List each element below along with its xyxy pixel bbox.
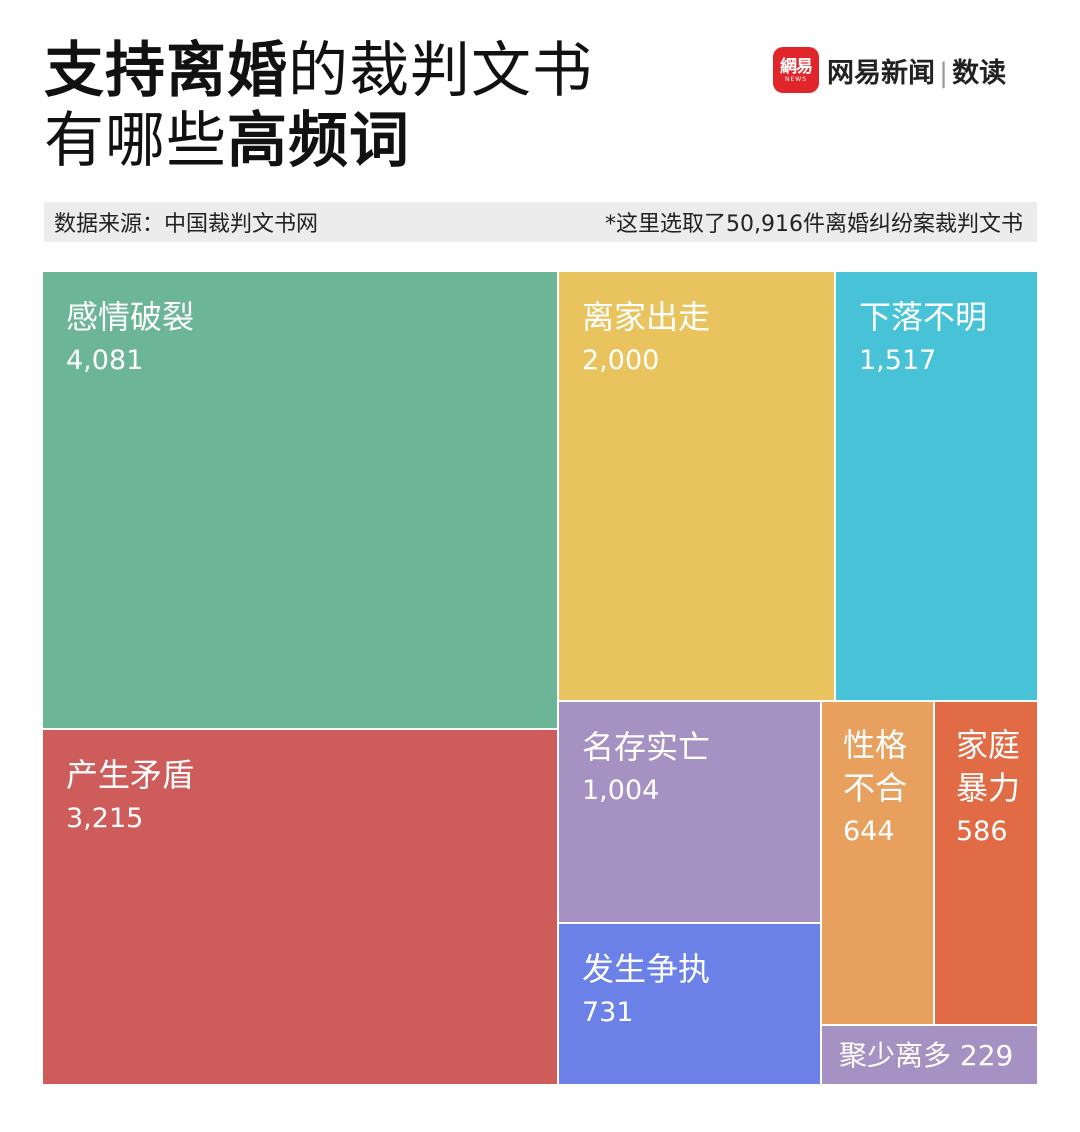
treemap-rect xyxy=(557,922,822,1086)
cell-label-text: 名存实亡 xyxy=(582,728,710,766)
treemap-cell: 发生争执 731 xyxy=(557,922,822,1086)
brand-logo: 網易 NEWS 网易新闻 | 数读 xyxy=(773,47,1006,93)
title-emphasis-1: 支持离婚 xyxy=(44,36,288,106)
cell-value-text: 731 xyxy=(582,997,634,1028)
logo-section: 数读 xyxy=(952,57,1007,89)
cell-value-text: 4,081 xyxy=(66,345,143,376)
source-bar: 数据来源：中国裁判文书网 *这里选取了50,916件离婚纠纷案裁判文书 xyxy=(44,202,1037,242)
treemap-rect xyxy=(820,700,935,1026)
title-plain-1: 的裁判文书 xyxy=(288,36,593,106)
treemap-rect xyxy=(557,700,822,924)
logo-brand: 网易新闻 xyxy=(827,57,935,89)
cell-label-text: 产生矛盾 xyxy=(66,756,194,794)
treemap-cell: 下落不明 1,517 xyxy=(834,270,1039,702)
logo-mark-text: 網易 xyxy=(780,56,813,77)
cell-value-text: 3,215 xyxy=(66,803,143,834)
logo-separator: | xyxy=(939,57,949,89)
title-line-1: 支持离婚的裁判文书 xyxy=(44,36,593,106)
cell-label-text: 离家出走 xyxy=(582,298,710,336)
cell-value-text: 2,000 xyxy=(582,345,659,376)
cell-label-text: 性格 xyxy=(843,726,907,764)
sample-note: *这里选取了50,916件离婚纠纷案裁判文书 xyxy=(605,212,1023,237)
treemap-cell: 名存实亡 1,004 xyxy=(557,700,822,924)
treemap-rect xyxy=(820,1024,1039,1086)
title-emphasis-2: 高频词 xyxy=(227,106,410,176)
chart-title: 支持离婚的裁判文书 有哪些高频词 xyxy=(44,36,593,176)
cell-label-text: 暴力 xyxy=(956,769,1020,807)
treemap-cell: 感情破裂 4,081 xyxy=(41,270,559,730)
logo-mark-sub: NEWS xyxy=(784,75,808,83)
treemap-rect xyxy=(557,270,836,702)
cell-value-text: 1,004 xyxy=(582,775,659,806)
treemap-cell: 产生矛盾 3,215 xyxy=(41,728,559,1086)
netease-logo-icon: 網易 NEWS xyxy=(773,47,819,93)
cell-value-text: 1,517 xyxy=(859,345,936,376)
treemap-rect xyxy=(41,270,559,730)
cell-label-text: 感情破裂 xyxy=(66,298,194,336)
cell-label-text: 聚少离多 229 xyxy=(839,1039,1013,1072)
logo-text: 网易新闻 | 数读 xyxy=(827,51,1006,90)
treemap-cell: 离家出走 2,000 xyxy=(557,270,836,702)
cell-label-text: 不合 xyxy=(843,769,907,807)
treemap-cell: 聚少离多 229 xyxy=(820,1024,1039,1086)
cell-value-text: 644 xyxy=(843,816,895,847)
cell-value-text: 586 xyxy=(956,816,1008,847)
title-plain-2: 有哪些 xyxy=(44,106,227,176)
treemap-rect xyxy=(834,270,1039,702)
cell-label-text: 家庭 xyxy=(956,726,1020,764)
data-source: 数据来源：中国裁判文书网 xyxy=(54,212,319,237)
title-line-2: 有哪些高频词 xyxy=(44,106,593,176)
treemap-rect xyxy=(933,700,1039,1026)
treemap-rect xyxy=(41,728,559,1086)
cell-label-text: 发生争执 xyxy=(582,950,710,988)
cell-label-text: 下落不明 xyxy=(859,298,987,336)
